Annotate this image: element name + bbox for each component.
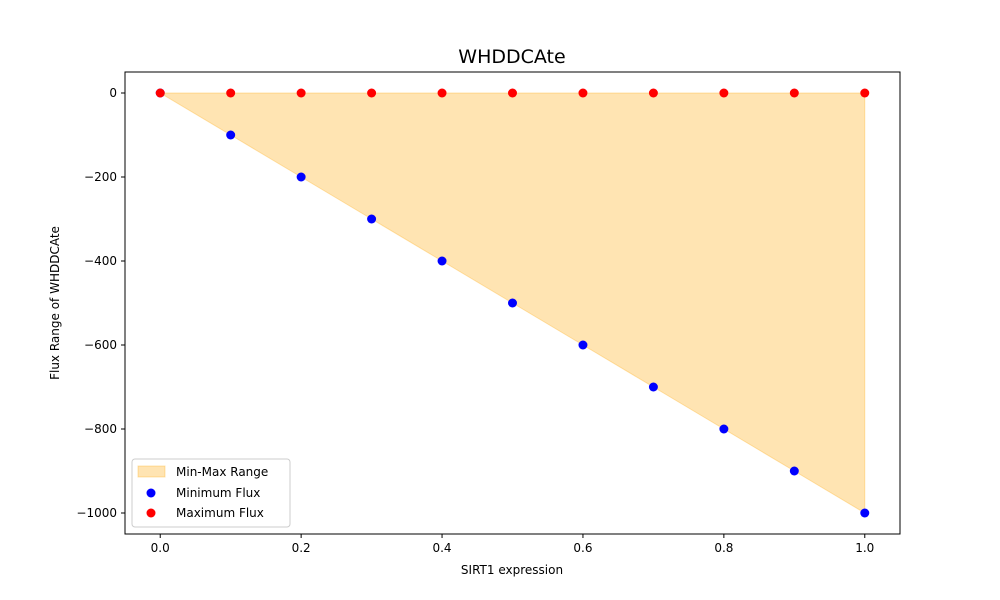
- legend-marker-maximum-flux: [146, 508, 156, 518]
- legend-label-maximum-flux: Maximum Flux: [176, 506, 264, 520]
- minimum-flux-point: [508, 298, 517, 308]
- minimum-flux-point: [226, 130, 236, 140]
- minimum-flux-point: [367, 214, 377, 224]
- x-tick-label: 0.8: [714, 541, 733, 555]
- chart-title: WHDDCAte: [458, 46, 565, 68]
- maximum-flux-point: [719, 88, 729, 98]
- maximum-flux-point: [789, 88, 799, 98]
- minimum-flux-point: [578, 340, 588, 350]
- minimum-flux-point: [437, 256, 447, 266]
- x-tick-label: 0.2: [292, 541, 311, 555]
- y-tick-label: −1000: [76, 506, 117, 520]
- y-tick-label: −600: [84, 338, 117, 352]
- minimum-flux-point: [296, 172, 306, 182]
- maximum-flux-point: [437, 88, 447, 98]
- y-tick-label: 0: [109, 86, 117, 100]
- y-tick-label: −200: [84, 170, 117, 184]
- y-tick-label: −400: [84, 254, 117, 268]
- maximum-flux-point: [648, 88, 658, 98]
- minimum-flux-point: [719, 424, 729, 434]
- maximum-flux-point: [296, 88, 306, 98]
- minimum-flux-point: [648, 382, 658, 392]
- maximum-flux-point: [155, 88, 165, 98]
- x-tick-label: 0.4: [432, 541, 451, 555]
- maximum-flux-point: [367, 88, 377, 98]
- y-axis-label: Flux Range of WHDDCAte: [48, 226, 62, 380]
- legend-box: [131, 458, 291, 528]
- legend-marker-minimum-flux: [146, 488, 156, 498]
- legend-swatch-min-max-range: [137, 465, 166, 478]
- x-tick-label: 1.0: [855, 541, 874, 555]
- maximum-flux-point: [226, 88, 236, 98]
- x-axis-label: SIRT1 expression: [461, 563, 563, 577]
- minimum-flux-point: [860, 508, 870, 518]
- x-tick-label: 0.0: [151, 541, 170, 555]
- y-tick-label: −800: [84, 422, 117, 436]
- axes-frame: [124, 71, 901, 535]
- maximum-flux-point: [508, 88, 517, 98]
- legend: Min-Max Range Minimum Flux Maximum Flux: [131, 458, 291, 528]
- maximum-flux-point: [860, 88, 870, 98]
- plot-area: 0.0 0.2 0.4 0.6 0.8 1.0 0 −200 −400 −600 −800 −1000: [76, 71, 901, 555]
- maximum-flux-point: [578, 88, 588, 98]
- x-tick-label: 0.6: [573, 541, 592, 555]
- minimum-flux-point: [789, 466, 799, 476]
- legend-label-minimum-flux: Minimum Flux: [176, 486, 260, 500]
- legend-label-min-max-range: Min-Max Range: [176, 465, 268, 479]
